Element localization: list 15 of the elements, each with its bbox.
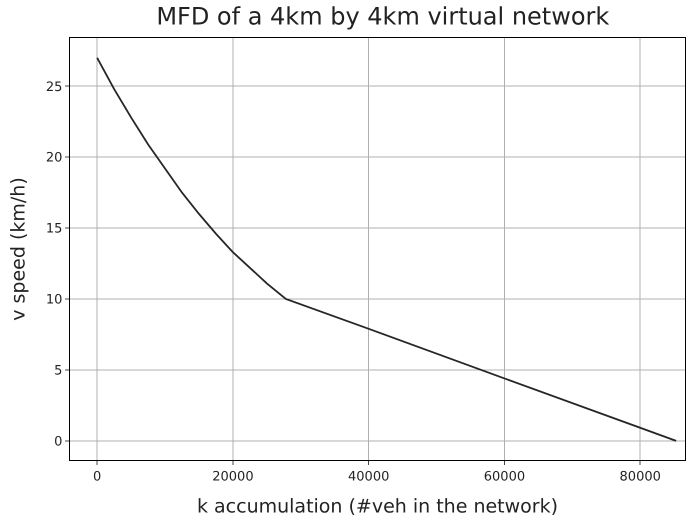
y-tick-label: 5: [54, 363, 62, 378]
x-tick-label: 60000: [484, 470, 526, 485]
y-tick-label: 15: [46, 222, 62, 237]
y-axis-title: v speed (km/h): [8, 177, 30, 321]
chart-title: MFD of a 4km by 4km virtual network: [156, 2, 610, 31]
x-tick-label: 0: [93, 470, 102, 485]
line-series: [96, 56, 678, 442]
x-axis-title: k accumulation (#veh in the network): [196, 495, 558, 518]
y-tick-label: 20: [46, 150, 62, 166]
y-tick-label: 0: [54, 434, 62, 450]
y-tick-label: 10: [46, 292, 62, 308]
x-tick-label: 40000: [348, 470, 390, 485]
y-tick-label: 25: [46, 80, 62, 95]
x-tick-label: 80000: [620, 470, 661, 485]
x-tick-label: 20000: [212, 470, 254, 485]
